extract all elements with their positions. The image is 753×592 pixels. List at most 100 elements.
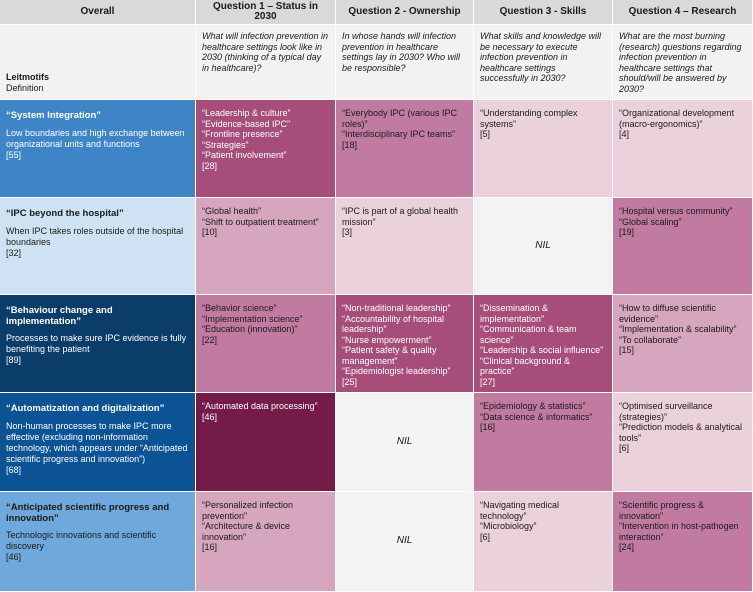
- theme-item: “Nurse empowerment”: [342, 334, 432, 345]
- theme-count: [18]: [342, 139, 358, 150]
- theme-count: [28]: [202, 160, 218, 171]
- theme-item: “Epidemiology & statistics”: [480, 401, 586, 411]
- theme-cell-q3: “Epidemiology & statistics” “Data science…: [474, 393, 613, 492]
- theme-cell-q4: “Hospital versus community” “Global scali…: [613, 198, 753, 295]
- theme-item: “Personalized infection prevention”: [202, 500, 294, 521]
- theme-item: “Hospital versus community”: [619, 206, 733, 216]
- theme-count: [16]: [480, 422, 496, 432]
- theme-count: [10]: [202, 227, 218, 237]
- theme-item: “Clinical background & practice”: [480, 355, 571, 377]
- theme-cell-q4: “Optimised surveillance (strategies)” “Pr…: [613, 393, 753, 492]
- header-question-4: Question 4 – Research: [613, 0, 753, 25]
- leitmotif-row-label: “System Integration” Low boundaries and h…: [0, 100, 196, 198]
- theme-item: “Global scaling”: [619, 216, 682, 227]
- subheader-leitmotifs: Leitmotifs Definition: [0, 25, 196, 100]
- leitmotif-title: “Behaviour change and implementation”: [6, 305, 113, 327]
- header-question-3: Question 3 - Skills: [474, 0, 613, 25]
- theme-item: “Prediction models & analytical tools”: [619, 422, 743, 443]
- leitmotif-row-label: “Automatization and digitalization” Non-h…: [0, 393, 196, 492]
- leitmotif-count: [68]: [6, 464, 22, 475]
- nil-cell: NIL: [336, 393, 474, 492]
- leitmotif-definition: Low boundaries and high exchange between…: [6, 127, 185, 149]
- theme-item: “Scientific progress & innovation”: [619, 500, 705, 521]
- theme-cell-q1: “Personalized infection prevention” “Arch…: [196, 492, 336, 592]
- leitmotif-definition: Technologic innovations and scientific d…: [6, 530, 157, 551]
- theme-item: “IPC is part of a global health mission”: [342, 206, 459, 227]
- leitmotif-title: “System Integration”: [6, 110, 102, 121]
- theme-item: “Interdisciplinary IPC teams”: [342, 129, 456, 139]
- theme-item: “Education (innovation)”: [202, 324, 298, 334]
- leitmotif-count: [89]: [6, 355, 22, 365]
- question-1-text: What will infection prevention in health…: [196, 25, 336, 100]
- theme-count: [3]: [342, 227, 353, 237]
- theme-cell-q4: “How to diffuse scientific evidence” “Imp…: [613, 295, 753, 393]
- theme-cell-q1: “Behavior science” “Implementation scienc…: [196, 295, 336, 393]
- definition-label: Definition: [6, 82, 44, 93]
- theme-item: “Optimised surveillance (strategies)”: [619, 401, 713, 422]
- question-2-text: In whose hands will infection prevention…: [336, 25, 474, 100]
- theme-item: “Microbiology”: [480, 521, 537, 531]
- theme-item: “Shift to outpatient treatment”: [202, 216, 319, 227]
- header-question-1: Question 1 – Status in 2030: [196, 0, 336, 25]
- theme-item: “Strategies”: [202, 139, 249, 150]
- theme-item: “Architecture & device innovation”: [202, 521, 291, 542]
- theme-count: [15]: [619, 345, 635, 355]
- theme-item: “Everybody IPC (various IPC roles)”: [342, 108, 458, 129]
- theme-cell-q3: “Navigating medical technology” “Microbio…: [474, 492, 613, 592]
- theme-item: “Non-traditional leadership”: [342, 303, 451, 313]
- theme-cell-q3: “Understanding complex systems” [5]: [474, 100, 613, 198]
- theme-count: [19]: [619, 227, 635, 237]
- theme-item: “Communication & team science”: [480, 324, 577, 345]
- leitmotif-row-label: “IPC beyond the hospital” When IPC takes …: [0, 198, 196, 295]
- theme-item: “Understanding complex systems”: [480, 108, 578, 129]
- theme-cell-q2: “Non-traditional leadership” “Accountabil…: [336, 295, 474, 393]
- theme-item: “Evidence-based IPC”: [202, 118, 291, 129]
- theme-count: [5]: [480, 129, 491, 139]
- header-overall: Overall: [0, 0, 196, 25]
- theme-item: “Patient involvement”: [202, 150, 287, 160]
- theme-count: [27]: [480, 376, 496, 387]
- theme-item: “Organizational development (macro-ergon…: [619, 108, 735, 129]
- nil-cell: NIL: [474, 198, 613, 295]
- leitmotif-row-label: “Anticipated scientific progress and inn…: [0, 492, 196, 592]
- theme-count: [24]: [619, 542, 635, 552]
- leitmotif-title: “Anticipated scientific progress and inn…: [6, 502, 170, 524]
- theme-count: [46]: [202, 411, 218, 422]
- theme-cell-q2: “Everybody IPC (various IPC roles)” “Inte…: [336, 100, 474, 198]
- question-3-text: What skills and knowledge will be necess…: [474, 25, 613, 100]
- theme-item: “Frontline presence”: [202, 129, 283, 139]
- leitmotif-definition: Non-human processes to make IPC more eff…: [6, 420, 188, 464]
- theme-count: [22]: [202, 334, 218, 345]
- theme-cell-q1: “Leadership & culture” “Evidence-based IP…: [196, 100, 336, 198]
- leitmotif-row-label: “Behaviour change and implementation” Pro…: [0, 295, 196, 393]
- theme-item: “Behavior science”: [202, 303, 277, 313]
- question-4-text: What are the most burning (research) que…: [613, 25, 753, 100]
- theme-item: “Implementation & scalability”: [619, 324, 737, 334]
- leitmotif-count: [46]: [6, 552, 22, 562]
- header-question-2: Question 2 - Ownership: [336, 0, 474, 25]
- theme-item: “Implementation science”: [202, 313, 303, 324]
- theme-item: “Automated data processing”: [202, 401, 318, 411]
- leitmotif-definition: Processes to make sure IPC evidence is f…: [6, 333, 187, 354]
- leitmotif-count: [55]: [6, 149, 22, 160]
- theme-item: “To collaborate”: [619, 334, 682, 345]
- nil-cell: NIL: [336, 492, 474, 592]
- theme-cell-q4: “Scientific progress & innovation” “Inter…: [613, 492, 753, 592]
- theme-item: “Leadership & culture”: [202, 108, 291, 118]
- theme-item: “Global health”: [202, 206, 262, 216]
- theme-count: [16]: [202, 542, 218, 552]
- theme-cell-q1: “Automated data processing” [46]: [196, 393, 336, 492]
- theme-item: “Epidemiologist leadership”: [342, 366, 451, 376]
- theme-item: “Dissemination & implementation”: [480, 303, 549, 324]
- theme-count: [6]: [480, 531, 491, 542]
- theme-item: “Leadership & social influence”: [480, 345, 604, 355]
- theme-item: “Accountability of hospital leadership”: [342, 313, 445, 335]
- theme-item: “Intervention in host-pathogen interacti…: [619, 521, 739, 542]
- theme-count: [25]: [342, 376, 358, 387]
- theme-cell-q1: “Global health” “Shift to outpatient trea…: [196, 198, 336, 295]
- theme-cell-q4: “Organizational development (macro-ergon…: [613, 100, 753, 198]
- leitmotif-count: [32]: [6, 247, 22, 258]
- theme-cell-q2: “IPC is part of a global health mission”…: [336, 198, 474, 295]
- leitmotif-title: “IPC beyond the hospital”: [6, 208, 124, 219]
